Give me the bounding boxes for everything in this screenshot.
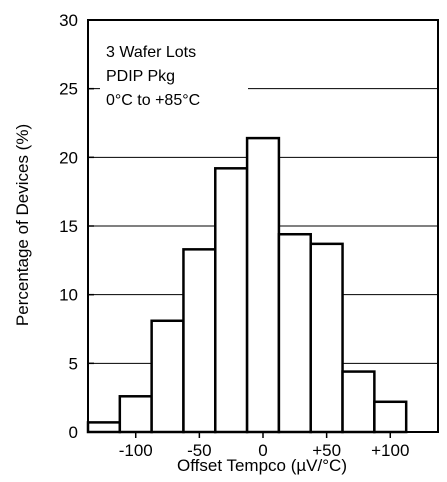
- histogram-bar-7: [309, 242, 344, 434]
- y-tick-label-0: 0: [69, 423, 78, 442]
- histogram-bar-3: [182, 248, 217, 434]
- histogram-bar-4: [214, 167, 249, 434]
- y-tick-label-20: 20: [59, 148, 78, 167]
- y-tick-label-10: 10: [59, 286, 78, 305]
- x-tick-label-1: -50: [187, 441, 212, 460]
- annotation-line-2: PDIP Pkg: [106, 68, 175, 85]
- annotation-box: 3 Wafer Lots PDIP Pkg 0°C to +85°C: [100, 40, 248, 114]
- x-axis-title: Offset Tempco (µV/°C): [177, 456, 347, 475]
- y-tick-label-15: 15: [59, 217, 78, 236]
- x-tick-label-3: +50: [312, 441, 341, 460]
- histogram-bar-6: [277, 232, 312, 434]
- axis-ticks: 0 5 10 15 20 25 30 -100 -50 0 +50 +100: [59, 11, 409, 460]
- histogram-bar-8: [341, 370, 376, 434]
- annotation-line-3: 0°C to +85°C: [106, 92, 200, 109]
- annotation-line-1: 3 Wafer Lots: [106, 44, 196, 61]
- histogram-bar-9: [373, 400, 408, 434]
- histogram-bars: [86, 136, 408, 434]
- y-tick-label-5: 5: [69, 354, 78, 373]
- histogram-bar-1: [118, 395, 153, 434]
- x-tick-label-0: -100: [119, 441, 153, 460]
- histogram-bar-5: [245, 136, 281, 434]
- x-tick-label-4: +100: [371, 441, 409, 460]
- annotation-background: [100, 40, 248, 114]
- y-tick-label-25: 25: [59, 80, 78, 99]
- x-tick-label-2: 0: [258, 441, 267, 460]
- y-tick-label-30: 30: [59, 11, 78, 30]
- y-axis-title: Percentage of Devices (%): [13, 124, 32, 326]
- histogram-bar-0: [86, 421, 122, 434]
- histogram-bar-2: [150, 319, 185, 434]
